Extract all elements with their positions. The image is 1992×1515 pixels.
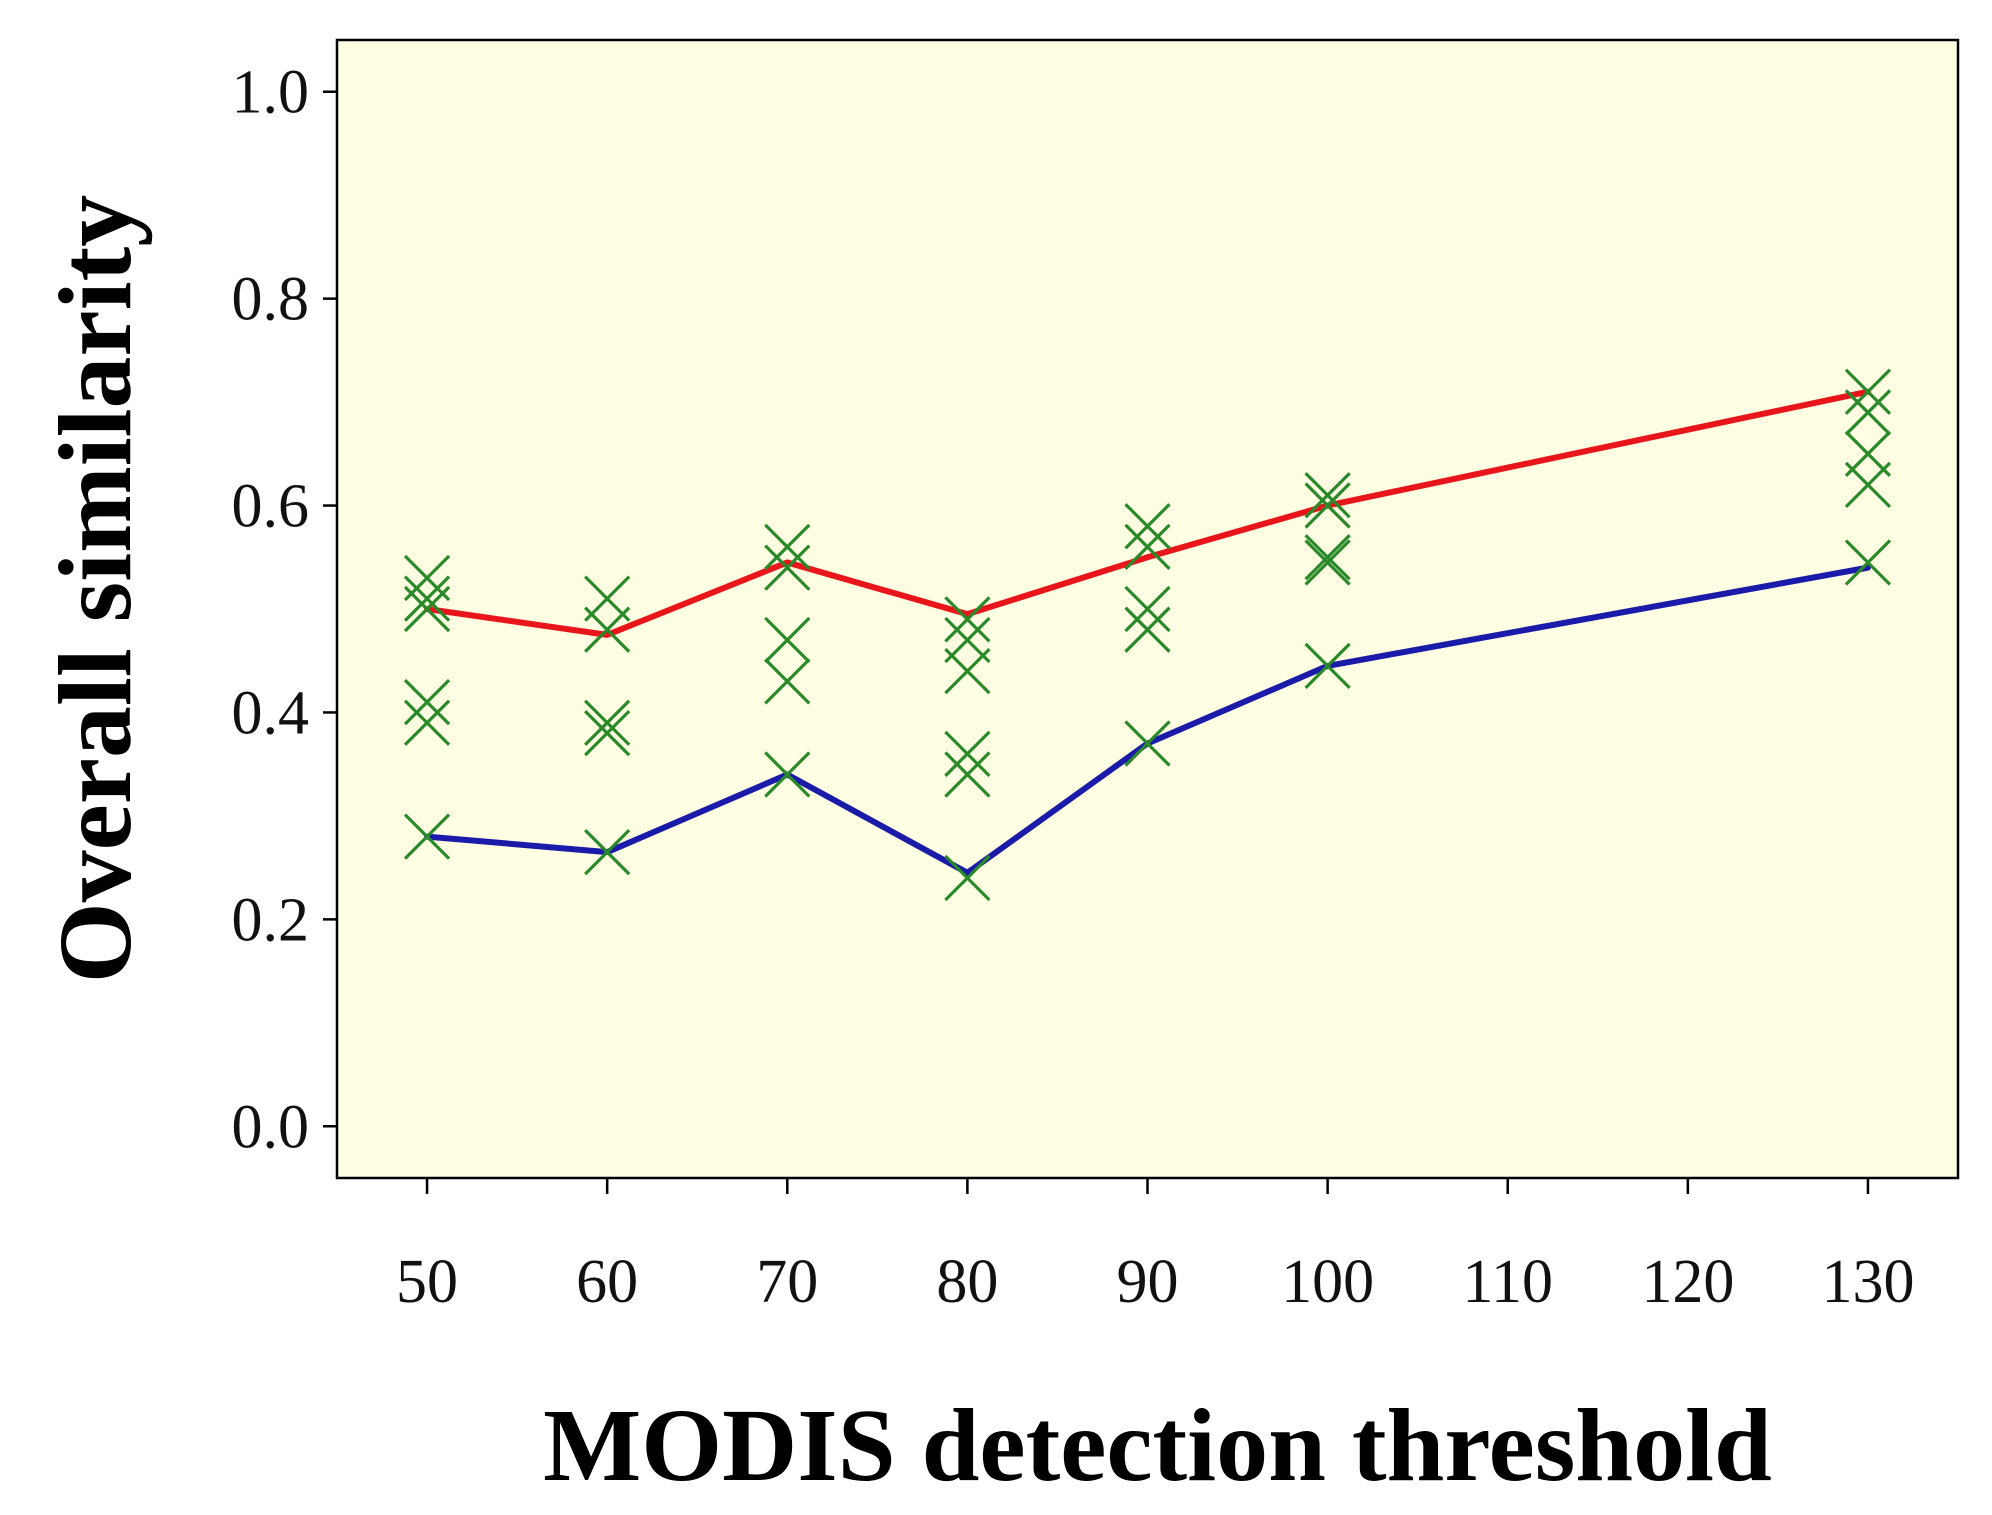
scatter-point [764,523,811,571]
x-tick-label: 60 [576,1248,638,1316]
scatter-point [944,730,991,777]
y-axis-title: Overall similarity [38,195,153,983]
scatter-point [403,699,451,746]
scatter-point [1844,368,1892,415]
scatter-point [1124,503,1171,550]
scatter-point [764,616,811,664]
x-tick-label: 120 [1641,1248,1734,1316]
scatter-point [584,606,631,653]
scatter-point [1844,461,1892,508]
scatter-point [403,813,451,860]
x-tick-label: 80 [936,1248,998,1316]
scatter-point [1124,606,1171,653]
scatter-point [584,710,631,757]
scatter-point [764,658,811,705]
y-tick-label: 0.2 [232,886,310,954]
x-tick-label: 110 [1462,1248,1553,1316]
scatter-point [1124,585,1171,633]
x-tick-label: 90 [1117,1248,1179,1316]
scatter-point [944,596,991,643]
y-tick-label: 0.0 [232,1093,310,1161]
x-tick-label: 50 [396,1248,458,1316]
scatter-point [944,751,991,798]
y-tick-label: 0.4 [232,679,310,747]
scatter-point [584,828,631,876]
scatter-point [1304,482,1351,529]
x-tick-label: 130 [1821,1248,1914,1316]
scatter-point [403,575,451,622]
scatter-point [764,751,811,798]
scatter-point [584,699,631,746]
scatter-point [1124,720,1171,767]
scatter-point [1304,642,1351,690]
scatter-point [764,544,811,591]
y-tick-label: 0.6 [232,473,310,541]
scatter-point [1844,389,1892,436]
x-axis-title: MODIS detection threshold [543,1388,1772,1503]
scatter-point [1304,539,1351,586]
scatter-point [403,585,451,633]
scatter-point [1304,534,1351,581]
x-tick-label: 100 [1281,1248,1374,1316]
y-tick-label: 1.0 [232,59,310,127]
scatter-point [403,678,451,726]
scatter-point [1844,539,1892,586]
scatter-point [944,647,991,695]
scatter-point [1124,523,1171,571]
x-tick-label: 70 [756,1248,818,1316]
y-tick-label: 0.8 [232,266,310,334]
scatter-point [944,854,991,902]
scatter-point [1304,472,1351,519]
